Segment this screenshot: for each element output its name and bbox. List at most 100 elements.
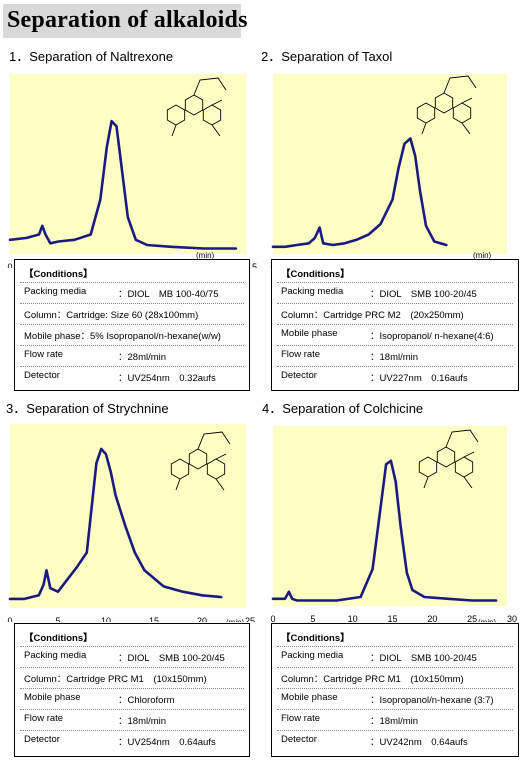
condition-label: Flow rate xyxy=(24,349,64,360)
strychnine-chromatogram: 0 5 10 15 20 25(min) xyxy=(7,424,255,622)
x-tick-label: 30 xyxy=(507,614,517,622)
condition-label: Detector xyxy=(24,734,60,745)
condition-label: Column：Cartridge PRC M2 (20x250mm) xyxy=(281,310,464,321)
condition-row: Column：Cartridge: Size 60 (28x100mm) xyxy=(15,303,249,324)
condition-label: Mobile phase xyxy=(281,692,338,703)
x-axis-unit-label: (min) xyxy=(478,618,497,622)
row-divider xyxy=(277,366,513,367)
section-2-heading: 2．Separation of Taxol xyxy=(261,49,393,64)
x-tick-label: 20 xyxy=(427,614,437,622)
condition-value: ：28ml/min xyxy=(118,352,167,363)
condition-label: Packing media xyxy=(281,286,344,297)
x-tick-label: 10 xyxy=(348,614,358,622)
section-1-heading: 1．Separation of Naltrexone xyxy=(9,49,174,64)
x-axis-unit-label: (min) xyxy=(226,618,245,622)
condition-label: Packing media xyxy=(24,286,87,297)
x-axis-unit-label: (min) xyxy=(473,251,492,260)
conditions-title: 【Conditions】 xyxy=(281,269,350,280)
condition-label: Mobile phase xyxy=(24,692,81,703)
conditions-box-colchicine: 【Conditions】 Packing media ：DIOL SMB 100-2… xyxy=(271,623,519,757)
row-divider xyxy=(20,667,244,668)
condition-row: Detector ：UV227nm 0.16aufs xyxy=(272,366,518,387)
row-divider xyxy=(20,709,244,710)
chromatogram-trace xyxy=(271,459,498,602)
x-tick-label: 15 xyxy=(247,262,257,268)
condition-label: Flow rate xyxy=(24,713,64,724)
x-tick-label: 0 xyxy=(7,262,12,268)
condition-value: ：18ml/min xyxy=(370,352,419,363)
condition-label: Mobile phase：5% Isopropanol/n-hexane(w/w… xyxy=(24,331,221,342)
condition-label: Detector xyxy=(281,734,317,745)
molecular-structure-icon xyxy=(166,77,227,137)
condition-row: Column：Cartridge PRC M2 (20x250mm) xyxy=(272,303,518,324)
condition-row: Detector ：UV242nm 0.64aufs xyxy=(272,730,518,751)
conditions-box-taxol: 【Conditions】 Packing media ：DIOL SMB 100-2… xyxy=(271,259,519,391)
condition-row: Column：Cartridge PRC M1 (10x150mm) xyxy=(15,667,249,688)
condition-value: ：Isopropanol/n-hexane (3:7) xyxy=(370,695,494,706)
chromatogram-trace xyxy=(8,119,238,250)
condition-label: Column：Cartridge PRC M1 (10x150mm) xyxy=(24,674,207,685)
title-background xyxy=(3,4,241,38)
row-divider xyxy=(20,303,244,304)
condition-value: ：DIOL SMB 100-20/45 xyxy=(370,289,477,300)
x-tick-label: 20 xyxy=(197,616,207,622)
condition-row: Mobile phase ：Isopropanol/ n-hexane(4:6) xyxy=(272,324,518,345)
condition-row: Mobile phase ：Chloroform xyxy=(15,688,249,709)
condition-row: Column：Cartridge PRC M1 (10x150mm) xyxy=(272,667,518,688)
conditions-title: 【Conditions】 xyxy=(281,633,350,644)
section-3-heading: 3．Separation of Strychnine xyxy=(6,401,169,416)
x-tick-label: 25 xyxy=(467,614,477,622)
conditions-title: 【Conditions】 xyxy=(24,269,93,280)
condition-label: Detector xyxy=(24,370,60,381)
condition-label: Detector xyxy=(281,370,317,381)
condition-value: ：DIOL MB 100-40/75 xyxy=(118,289,219,300)
chromatogram-trace xyxy=(8,447,223,601)
condition-label: Packing media xyxy=(24,650,87,661)
condition-row: Detector ：UV254nm 0.64aufs xyxy=(15,730,249,751)
conditions-box-naltrexone: 【Conditions】 Packing media ：DIOL MB 100-40… xyxy=(14,259,250,391)
page-title: Separation of alkaloids xyxy=(7,7,248,33)
row-divider xyxy=(277,646,513,647)
x-tick-label: 5 xyxy=(310,614,315,622)
condition-value: ：DIOL SMB 100-20/45 xyxy=(370,653,477,664)
condition-value: ：Chloroform xyxy=(118,695,175,706)
row-divider xyxy=(20,366,244,367)
row-divider xyxy=(277,345,513,346)
molecular-structure-icon xyxy=(170,431,231,491)
x-tick-label: 10 xyxy=(101,616,111,622)
condition-row: Detector ：UV254nm 0.32aufs xyxy=(15,366,249,387)
condition-row: Flow rate ：18ml/min xyxy=(272,709,518,730)
condition-value: ：UV254nm 0.32aufs xyxy=(118,373,216,384)
condition-label: Mobile phase xyxy=(281,328,338,339)
chromatogram-trace xyxy=(271,137,448,249)
condition-label: Flow rate xyxy=(281,349,321,360)
x-tick-label: 0 xyxy=(270,614,275,622)
condition-row: Packing media ：DIOL SMB 100-20/45 xyxy=(272,646,518,667)
condition-value: ：UV227nm 0.16aufs xyxy=(370,373,468,384)
plot-area xyxy=(10,74,246,254)
row-divider xyxy=(277,730,513,731)
plot-area xyxy=(273,74,507,254)
condition-label: Packing media xyxy=(281,650,344,661)
condition-value: ：Isopropanol/ n-hexane(4:6) xyxy=(370,331,494,342)
row-divider xyxy=(277,282,513,283)
row-divider xyxy=(277,688,513,689)
row-divider xyxy=(20,282,244,283)
condition-row: Flow rate ：18ml/min xyxy=(272,345,518,366)
row-divider xyxy=(277,709,513,710)
condition-label: Column：Cartridge: Size 60 (28x100mm) xyxy=(24,310,199,321)
condition-row: Flow rate ：28ml/min xyxy=(15,345,249,366)
conditions-box-strychnine: 【Conditions】 Packing media ：DIOL SMB 100-2… xyxy=(14,623,250,757)
colchicine-chromatogram: 0 5 10 15 20 25 30 (min) xyxy=(270,426,517,622)
row-divider xyxy=(277,324,513,325)
x-tick-label: 15 xyxy=(149,616,159,622)
condition-value: ：18ml/min xyxy=(118,716,167,727)
row-divider xyxy=(20,688,244,689)
molecular-structure-icon xyxy=(416,75,477,135)
condition-value: ：DIOL SMB 100-20/45 xyxy=(118,653,225,664)
condition-label: Flow rate xyxy=(281,713,321,724)
row-divider xyxy=(20,646,244,647)
row-divider xyxy=(20,345,244,346)
molecular-structure-icon xyxy=(418,429,479,489)
